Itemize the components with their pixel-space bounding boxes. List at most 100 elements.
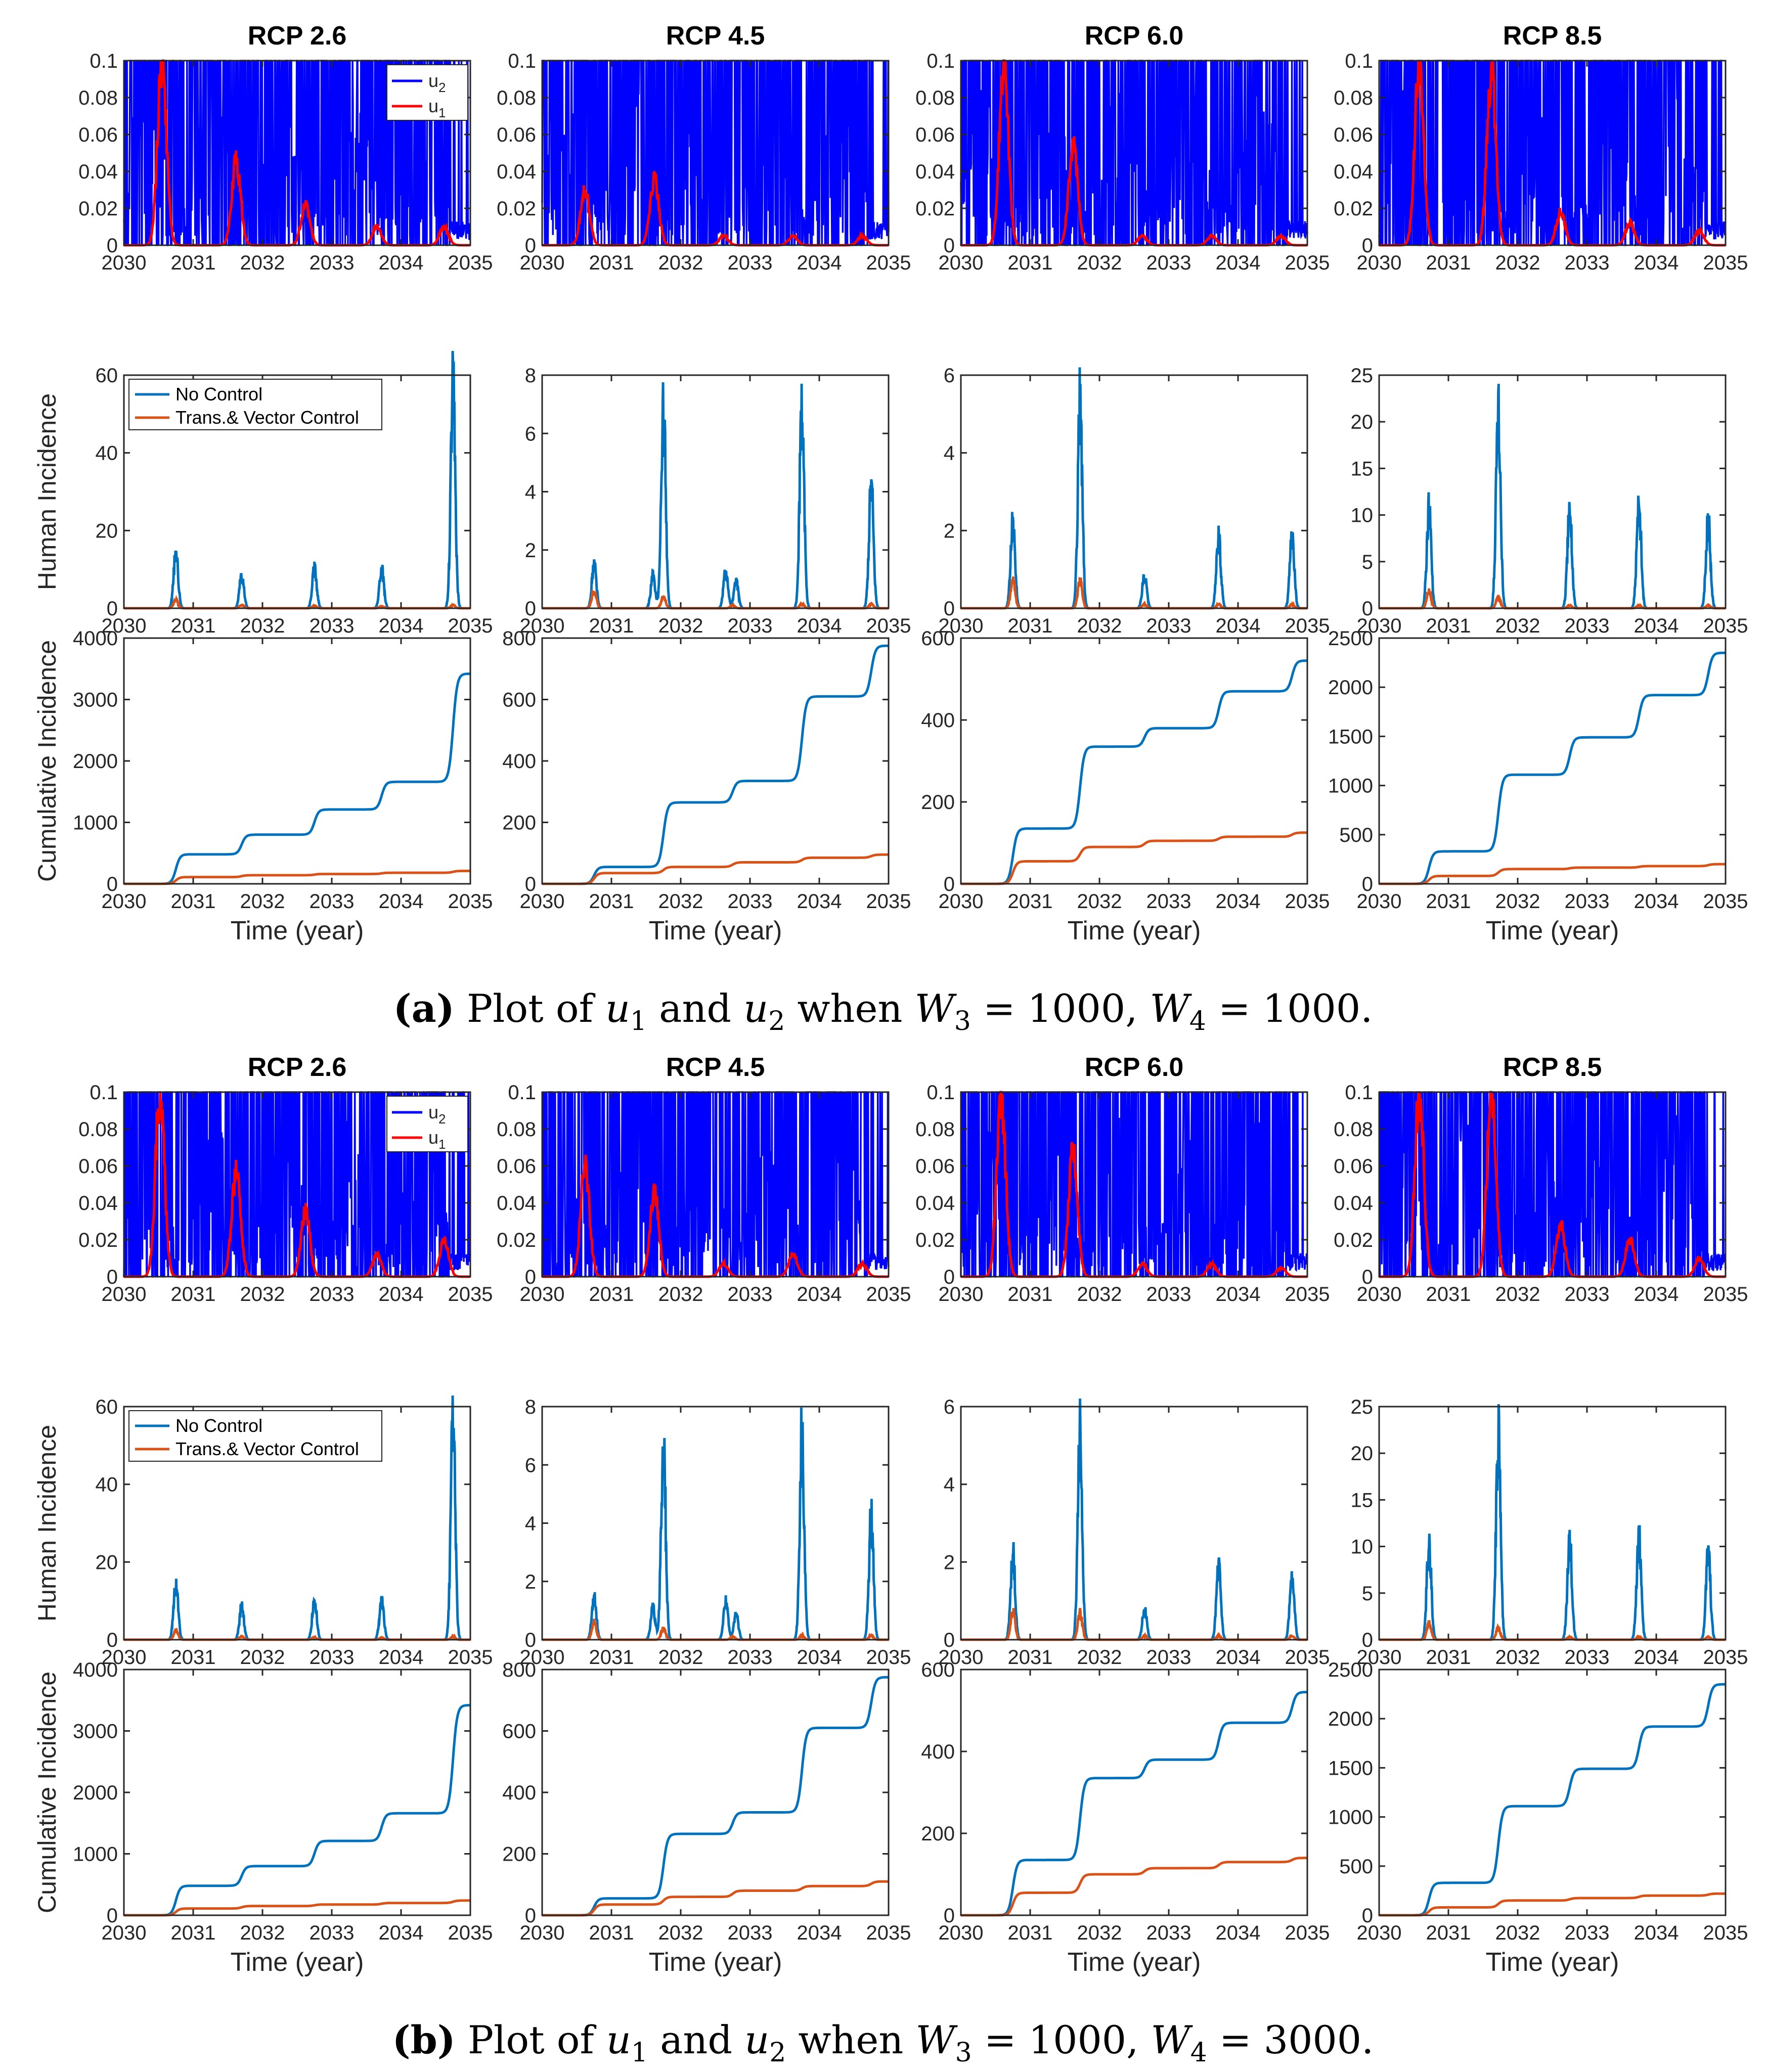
trans-control-cumulative [124, 1899, 470, 1917]
incidence-plot: 0 2 4 6 2030 2031 2032 2033 2034 2035 [939, 1396, 1330, 1669]
control-axis-xtick-label: 2032 [1077, 252, 1122, 274]
cumulative-axis-xtick-label: 2031 [171, 890, 216, 913]
no-control-series [542, 382, 889, 610]
incidence-axis-ytick-label: 8 [525, 1396, 536, 1418]
control-axis-ytick-label: 0.04 [497, 161, 536, 183]
incidence-axis-xtick-label: 2033 [728, 1646, 773, 1669]
incidence-axis-xtick-label: 2030 [520, 1646, 565, 1669]
cumulative-axis-ytick-label: 200 [502, 812, 536, 834]
cumulative-axis-xtick-label: 2032 [1495, 1922, 1540, 1944]
incidence-axis-ytick-label: 0 [107, 1629, 118, 1651]
control-axis-frame [1378, 60, 1727, 246]
control-axis-frame [541, 1091, 890, 1278]
incidence-axis-ytick-label: 0 [525, 598, 536, 620]
incidence-axis-xtick-label: 2031 [1426, 1646, 1471, 1669]
cumulative-axis-xtick-label: 2033 [310, 890, 355, 913]
trans-control-series [1379, 588, 1726, 610]
incidence-axis-xtick-label: 2033 [1146, 1646, 1191, 1669]
incidence-axis-xtick-label: 2030 [520, 615, 565, 637]
legend-u1-sub: 1 [438, 105, 446, 120]
cumulative-axis-ytick-label: 0 [944, 873, 955, 895]
incidence-axis-ytick-label: 0 [944, 1629, 955, 1651]
cumulative-axis-ytick-label: 0 [107, 1905, 118, 1927]
control-axis-xtick-label: 2031 [1008, 1283, 1053, 1305]
control-axis-xtick-label: 2032 [240, 252, 285, 274]
control-axis-frame [123, 60, 471, 246]
control-axis-xtick-label: 2035 [1703, 252, 1748, 274]
no-control-cumulative [961, 659, 1307, 885]
control-axis-ytick-label: 0.04 [497, 1192, 536, 1214]
incidence-axis-xtick-label: 2032 [1077, 1646, 1122, 1669]
caption-a: (a) Plot of u1 and u2 when W3 = 1000, W4… [393, 986, 1373, 1037]
control-axis-xtick-label: 2034 [797, 1283, 842, 1305]
control-axis-ytick-label: 0.06 [78, 1155, 118, 1178]
control-axis-xtick-label: 2031 [1426, 252, 1471, 274]
control-axis-ytick-label: 0.04 [78, 1192, 118, 1214]
cumulative-plot: 0 500 1000 1500 2000 2500 2030 2031 2032 2033 2034… [1328, 627, 1748, 945]
incidence-axis-xtick-label: 2033 [1565, 1646, 1610, 1669]
control-axis-xtick-label: 2031 [171, 252, 216, 274]
no-control-cumulative [124, 1704, 470, 1917]
cumulative-axis-ytick-label: 2500 [1328, 627, 1373, 650]
cumulative-axis-ytick-label: 400 [502, 750, 536, 773]
incidence-axis-xtick-label: 2035 [448, 615, 493, 637]
incidence-axis-ytick-label: 6 [944, 1396, 955, 1418]
trans-control-series [124, 595, 470, 610]
cumulative-axis-xtick-label: 2035 [448, 890, 493, 913]
control-axis-ytick-label: 0.1 [1345, 1082, 1373, 1104]
cumulative-axis-ytick-label: 200 [921, 791, 955, 814]
control-axis-ytick-label: 0.06 [1334, 1155, 1373, 1178]
no-control-cumulative [961, 1691, 1307, 1917]
cumulative-axis-xtick-label: 2034 [1634, 890, 1679, 913]
control-axis-ytick-label: 0.02 [497, 1229, 536, 1251]
incidence-axis-xtick-label: 2034 [1634, 615, 1679, 637]
control-axis-xtick-label: 2035 [1703, 1283, 1748, 1305]
incidence-legend-box [128, 379, 382, 430]
incidence-axis-ytick-label: 0 [525, 1629, 536, 1651]
trans-control-series [124, 1627, 470, 1641]
cumulative-axis-xtick-label: 2032 [1077, 890, 1122, 913]
xlabel: Time (year) [649, 916, 782, 945]
cumulative-axis-frame [541, 1669, 890, 1916]
cumulative-axis-xtick-label: 2030 [520, 890, 565, 913]
trans-control-cumulative [542, 853, 889, 885]
cumulative-axis-ytick-label: 600 [921, 1659, 955, 1681]
trans-control-cumulative [961, 1857, 1307, 1917]
incidence-axis-ytick-label: 10 [1351, 1536, 1374, 1558]
control-axis-ytick-label: 0.06 [915, 1155, 955, 1178]
control-axis-ytick-label: 0 [107, 1266, 118, 1288]
cumulative-axis-ytick-label: 600 [921, 627, 955, 650]
control-axis-ytick-label: 0.08 [497, 1118, 536, 1141]
incidence-axis-xtick-label: 2035 [1703, 615, 1748, 637]
control-legend: u 2u 1 [386, 64, 468, 121]
cumulative-ylabel: Cumulative Incidence [33, 1672, 61, 1913]
trans-control-series [961, 576, 1307, 610]
incidence-ylabel: Human Incidence [33, 393, 61, 590]
cumulative-axis-xtick-label: 2035 [1285, 1922, 1330, 1944]
incidence-axis-xtick-label: 2030 [102, 1646, 147, 1669]
cumulative-plot: 0 500 1000 1500 2000 2500 2030 2031 2032 2033 2034… [1328, 1659, 1748, 1977]
incidence-ylabel: Human Incidence [33, 1425, 61, 1621]
incidence-plot: 0 20 40 60 2030 2031 2032 2033 2034 2035 No Contro… [33, 1395, 493, 1669]
control-axis-xtick-label: 2035 [866, 252, 911, 274]
control-axis-ytick-label: 0.08 [1334, 1118, 1373, 1141]
control-axis-frame [1378, 1091, 1727, 1278]
scenario-title: RCP 6.0 [1085, 1053, 1184, 1082]
cumulative-axis-xtick-label: 2031 [1426, 890, 1471, 913]
control-axis-frame [960, 60, 1308, 246]
cumulative-axis-xtick-label: 2032 [240, 890, 285, 913]
control-axis-xtick-label: 2032 [658, 252, 703, 274]
cumulative-plot: 0 200 400 600 2030 2031 2032 2033 2034 2035 Time (… [921, 1659, 1330, 1977]
cumulative-axis-xtick-label: 2034 [797, 1922, 842, 1944]
control-axis-ytick-label: 0.02 [915, 1229, 955, 1251]
cumulative-axis-ytick-label: 800 [502, 1659, 536, 1681]
control-legend-box [386, 64, 468, 121]
cumulative-axis-xtick-label: 2030 [939, 1922, 984, 1944]
scenario-title: RCP 8.5 [1503, 21, 1602, 51]
cumulative-axis-xtick-label: 2034 [797, 890, 842, 913]
incidence-axis-xtick-label: 2032 [1077, 615, 1122, 637]
legend-trans-control-label: Trans.& Vector Control [175, 1438, 359, 1459]
xlabel: Time (year) [1068, 1948, 1201, 1977]
figure-panel-b: RCP 2.6 0 0.02 0.04 0.06 0.08 0.1 2030 2031 2032 2… [33, 1053, 1748, 1977]
panel-column: RCP 4.5 0 0.02 0.04 0.06 0.08 0.1 2030 2031 2032 2… [497, 21, 911, 945]
